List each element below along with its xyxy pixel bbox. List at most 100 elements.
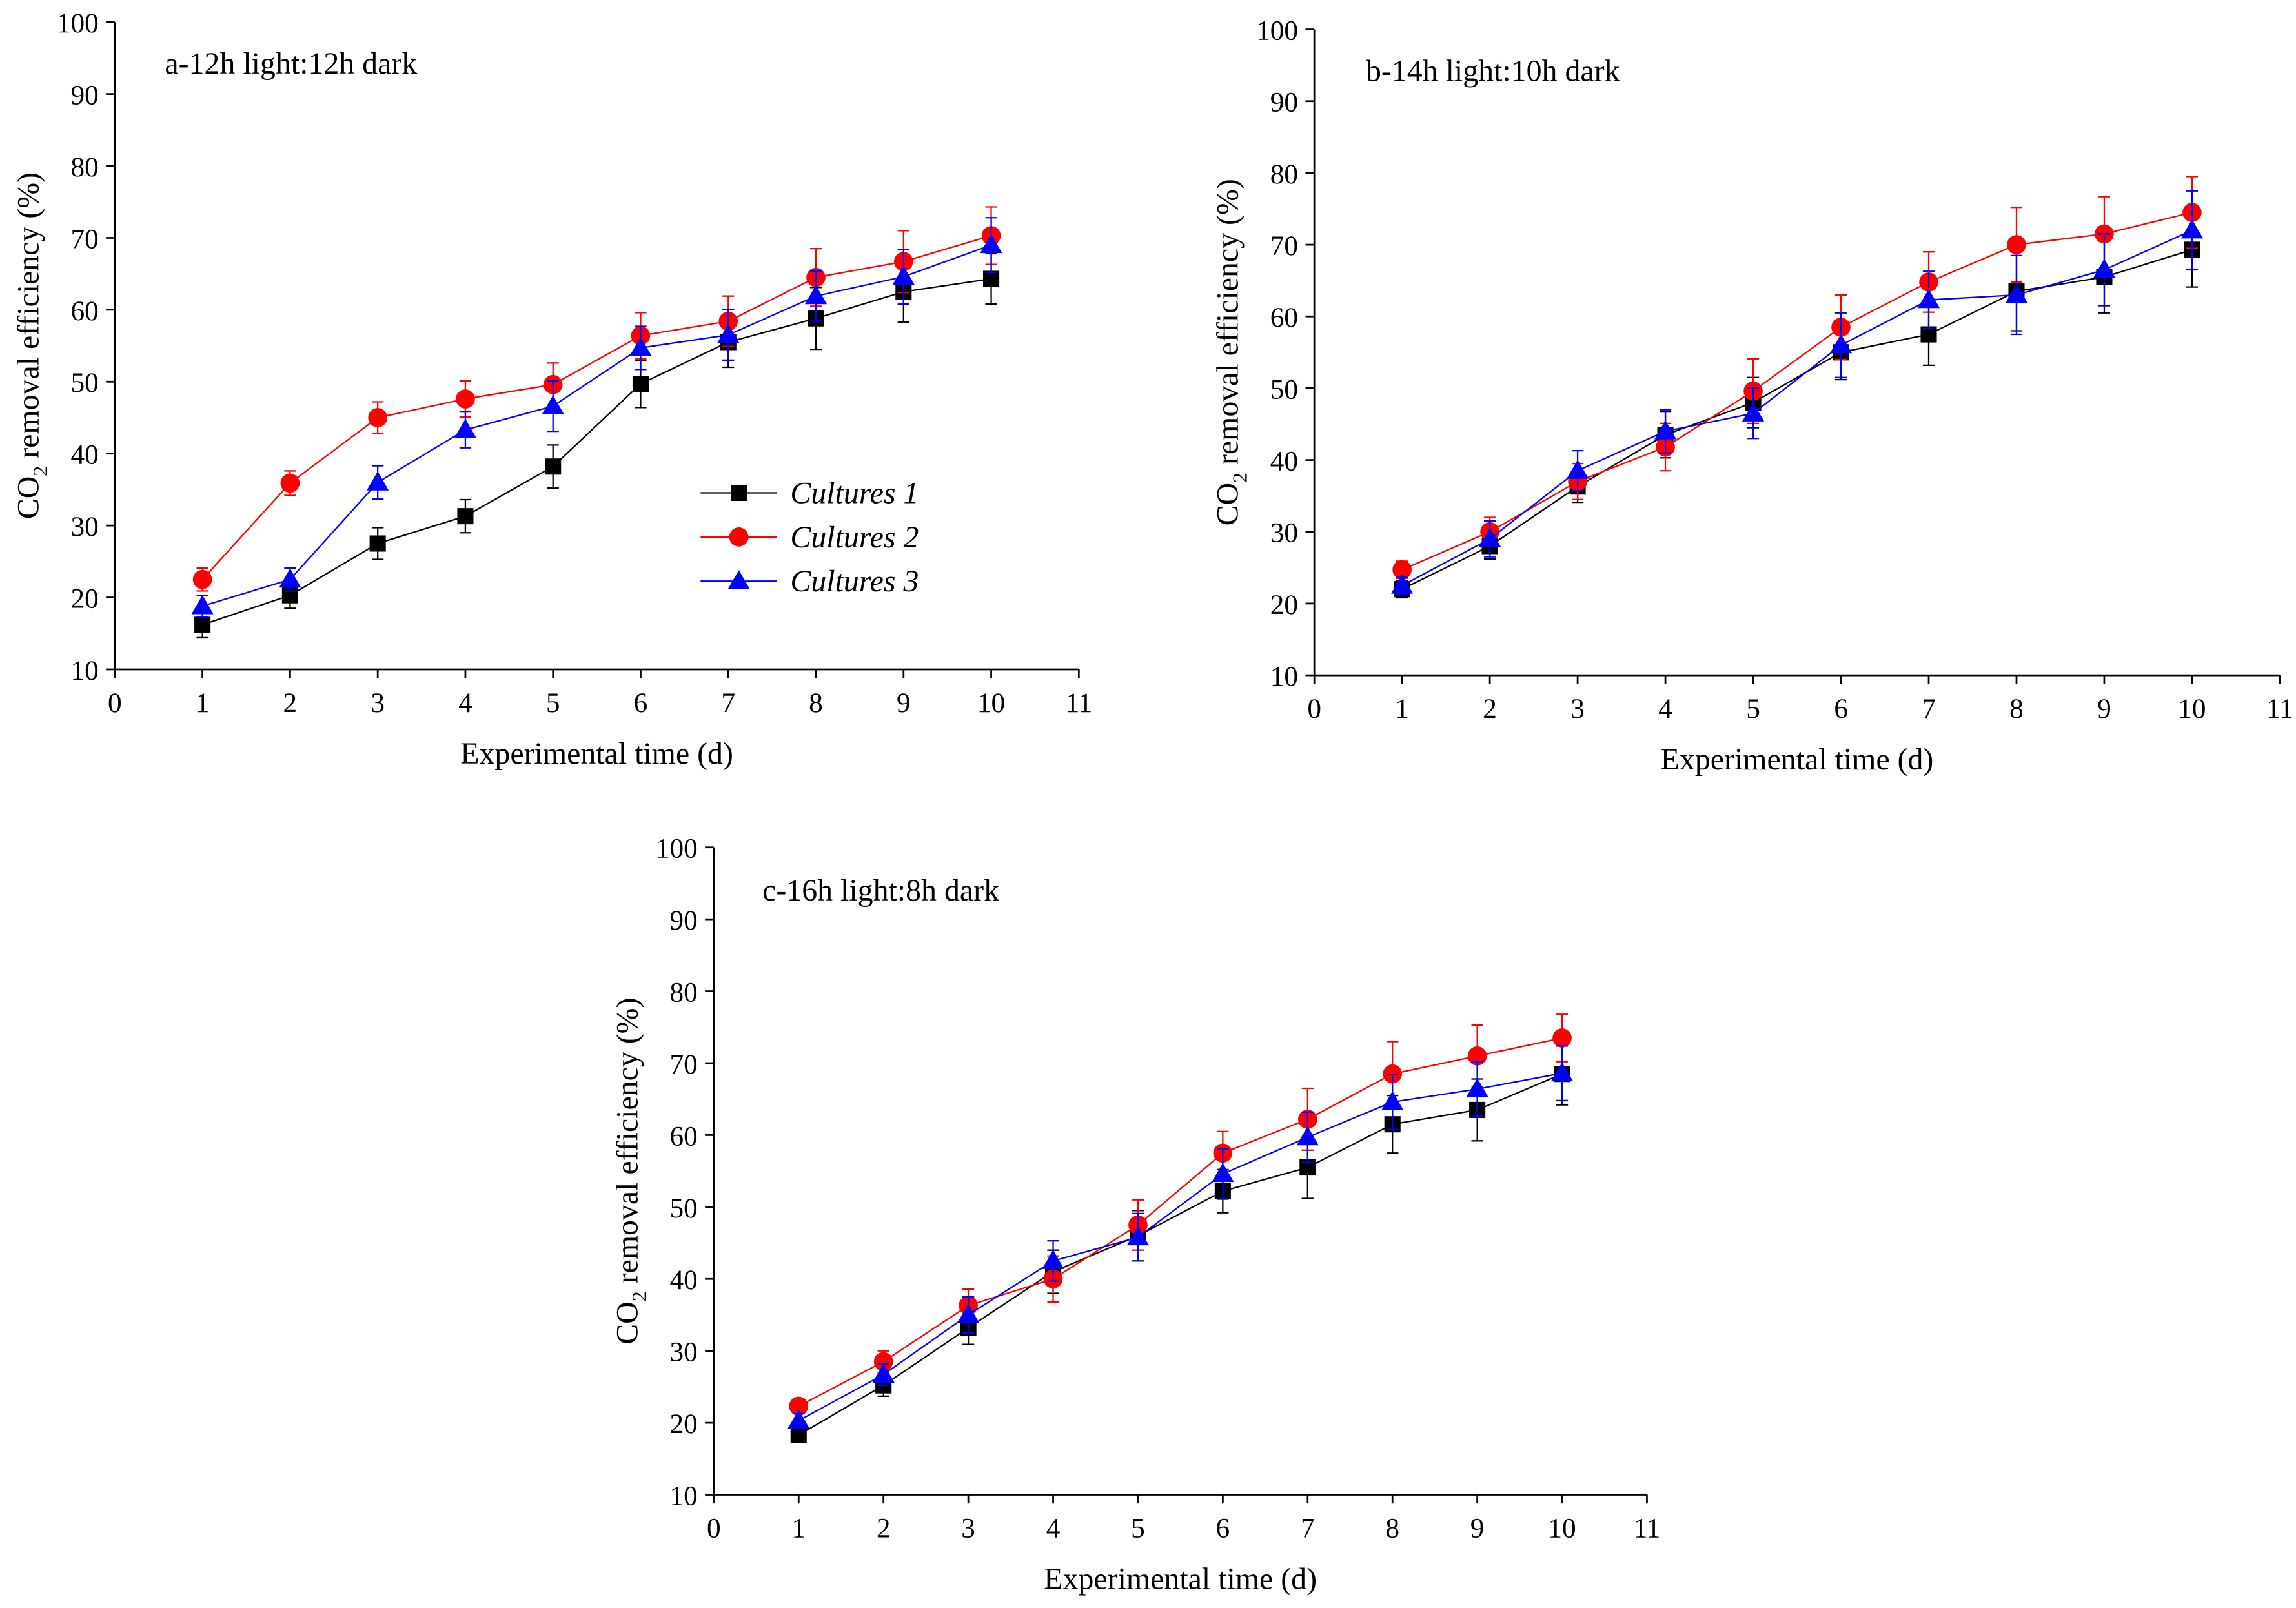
y-tick-label: 20 — [70, 584, 98, 615]
data-point — [194, 616, 211, 633]
data-point — [192, 569, 212, 589]
data-point — [983, 270, 1000, 287]
y-axis-label-subscript: 2 — [628, 1291, 651, 1301]
y-tick-label: 10 — [70, 655, 98, 686]
y-tick-label: 80 — [70, 152, 98, 183]
data-point — [789, 1396, 809, 1416]
data-point — [1917, 289, 1940, 309]
y-tick-label: 50 — [70, 367, 98, 398]
y-tick-label: 90 — [70, 80, 98, 111]
data-point — [892, 265, 915, 285]
data-point — [367, 471, 389, 491]
y-axis-label-subscript: 2 — [1228, 473, 1251, 483]
data-point — [632, 376, 649, 392]
data-point — [1550, 1062, 1574, 1082]
y-tick-label: 80 — [669, 977, 697, 1008]
x-tick-label: 2 — [877, 1513, 891, 1544]
y-tick-label: 100 — [1256, 15, 1298, 46]
series-line — [201, 235, 991, 580]
data-point — [369, 535, 386, 552]
data-point — [1742, 402, 1765, 422]
data-point — [454, 418, 477, 438]
data-point — [872, 1363, 895, 1383]
x-tick-label: 9 — [897, 687, 911, 718]
x-tick-label: 2 — [1483, 693, 1497, 724]
y-tick-label: 90 — [1270, 87, 1298, 118]
x-tick-label: 5 — [546, 687, 560, 718]
series-2 — [789, 1013, 1572, 1416]
legend-marker — [729, 527, 749, 547]
data-point — [1552, 1028, 1572, 1048]
y-axis-label-main: CO — [1211, 483, 1245, 525]
y-tick-label: 30 — [70, 511, 98, 542]
panel-title: a-12h light:12h dark — [165, 46, 417, 81]
data-point — [1392, 560, 1412, 580]
series-2 — [192, 206, 1001, 592]
y-tick-label: 100 — [656, 833, 698, 864]
x-tick-label: 5 — [1131, 1513, 1145, 1544]
y-axis-label: CO2 removal efficiency (%) — [11, 172, 52, 519]
x-tick-label: 9 — [2097, 693, 2111, 724]
series-line — [798, 1073, 1563, 1436]
data-point — [1381, 1091, 1404, 1110]
legend-label: Cultures 3 — [790, 564, 919, 598]
y-tick-label: 70 — [669, 1049, 697, 1080]
data-point — [717, 323, 740, 343]
series-line — [202, 244, 991, 607]
x-tick-label: 3 — [1570, 693, 1585, 724]
data-point — [790, 1427, 807, 1443]
y-axis-label: CO2 removal efficiency (%) — [610, 998, 651, 1345]
series-3 — [191, 217, 1002, 618]
chart-panel-c: 0 1 2 3 4 5 6 7 8 9 10 11 10 20 30 40 50 60 70 80 90 100 Exper… — [610, 833, 1660, 1596]
y-tick-label: 50 — [669, 1193, 697, 1224]
data-point — [2180, 219, 2204, 239]
series-line — [1401, 211, 2193, 571]
y-tick-label: 100 — [57, 8, 99, 39]
x-tick-label: 4 — [1046, 1513, 1061, 1544]
y-axis-label-rest: removal efficiency (%) — [11, 172, 45, 466]
y-tick-label: 60 — [70, 296, 98, 327]
data-point — [2007, 235, 2026, 254]
x-tick-label: 0 — [707, 1513, 721, 1544]
x-tick-label: 4 — [1658, 693, 1672, 724]
data-point — [1654, 420, 1677, 440]
data-point — [1296, 1126, 1319, 1146]
data-point — [1212, 1163, 1234, 1183]
data-point — [542, 395, 564, 414]
x-tick-label: 5 — [1746, 693, 1760, 724]
data-point — [1391, 575, 1414, 594]
data-point — [456, 389, 475, 409]
data-point — [1466, 1078, 1488, 1097]
x-tick-label: 8 — [2009, 693, 2024, 724]
x-tick-label: 4 — [458, 687, 472, 718]
legend: Cultures 1 Cultures 2 Cultures 3 — [700, 476, 919, 598]
x-tick-label: 6 — [634, 687, 648, 718]
y-tick-label: 70 — [1270, 230, 1298, 261]
data-point — [280, 473, 300, 493]
y-axis-label: CO2 removal efficiency (%) — [1211, 179, 1252, 525]
series-line — [202, 278, 991, 626]
y-tick-label: 40 — [70, 440, 98, 471]
x-tick-label: 7 — [721, 687, 735, 718]
data-point — [804, 285, 828, 305]
x-tick-label: 6 — [1216, 1513, 1230, 1544]
data-point — [629, 336, 652, 356]
data-point — [1566, 460, 1589, 479]
legend-marker — [731, 484, 747, 502]
y-axis-label-main: CO — [11, 476, 45, 519]
data-point — [545, 458, 562, 475]
series-line — [1401, 249, 2193, 590]
panel-title: b-14h light:10h dark — [1366, 54, 1620, 88]
y-tick-label: 50 — [1270, 374, 1298, 405]
legend-marker — [727, 570, 750, 589]
x-tick-label: 7 — [1301, 1513, 1315, 1544]
x-tick-label: 8 — [809, 687, 823, 718]
y-axis-label-rest: removal efficiency (%) — [1211, 179, 1245, 473]
data-point — [457, 508, 474, 525]
panel-title: c-16h light:8h dark — [762, 873, 999, 908]
data-point — [368, 408, 387, 427]
data-point — [1042, 1250, 1064, 1269]
x-axis-label: Experimental time (d) — [1044, 1562, 1317, 1596]
x-tick-label: 6 — [1834, 693, 1848, 724]
data-point — [980, 234, 1002, 254]
